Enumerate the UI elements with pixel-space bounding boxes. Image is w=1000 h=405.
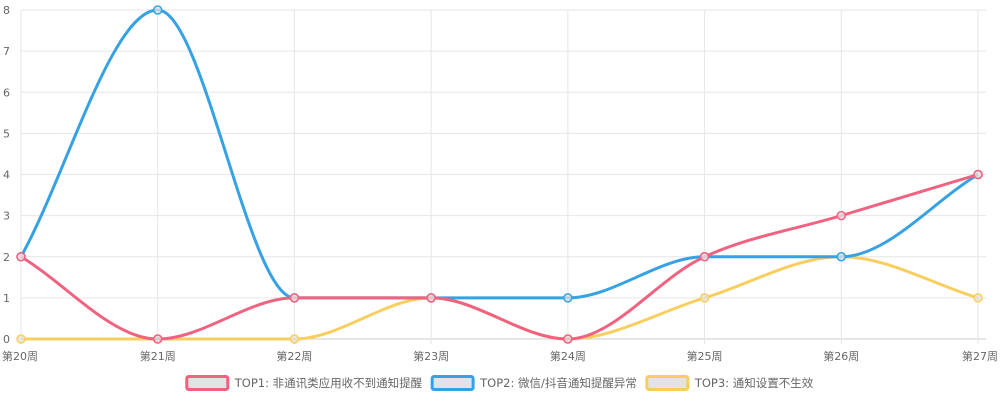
legend-label: TOP3: 通知设置不生效 <box>694 376 814 390</box>
y-tick-label: 5 <box>3 127 10 140</box>
data-point[interactable] <box>426 293 436 303</box>
legend[interactable]: TOP1: 非通讯类应用收不到通知提醒 TOP2: 微信/抖音通知提醒异常 TOP3… <box>185 375 814 391</box>
data-point[interactable] <box>699 252 710 262</box>
legend-label: TOP2: 微信/抖音通知提醒异常 <box>479 376 637 390</box>
legend-swatch <box>645 375 690 391</box>
y-axis: 0 1 2 3 4 5 6 7 8 <box>3 4 10 346</box>
data-point[interactable] <box>563 334 573 344</box>
data-point[interactable] <box>836 210 847 221</box>
x-tick-label: 第23周 <box>413 349 449 363</box>
y-tick-label: 8 <box>3 4 10 17</box>
x-tick-label: 第26周 <box>823 349 859 363</box>
y-tick-label: 6 <box>3 86 10 99</box>
legend-item-top3[interactable]: TOP3: 通知设置不生效 <box>645 375 814 391</box>
data-point[interactable] <box>699 293 710 303</box>
legend-swatch <box>430 375 475 391</box>
legend-swatch <box>185 375 230 391</box>
data-point[interactable] <box>16 252 26 262</box>
data-point[interactable] <box>973 293 983 303</box>
x-tick-label: 第22周 <box>276 349 312 363</box>
x-axis: 第20周 第21周 第22周 第23周 第24周 第25周 第26周 第27周 <box>2 349 998 363</box>
data-point[interactable] <box>836 252 847 262</box>
y-tick-label: 1 <box>3 292 10 305</box>
y-tick-label: 2 <box>3 251 10 264</box>
legend-item-top2[interactable]: TOP2: 微信/抖音通知提醒异常 <box>430 375 637 391</box>
y-tick-label: 0 <box>3 333 10 346</box>
grid <box>20 9 986 344</box>
x-tick-label: 第25周 <box>687 349 723 363</box>
y-tick-label: 7 <box>3 45 10 58</box>
data-point[interactable] <box>289 334 300 344</box>
x-tick-label: 第24周 <box>550 349 586 363</box>
series-group <box>16 5 983 344</box>
data-point[interactable] <box>152 334 163 344</box>
x-tick-label: 第21周 <box>140 349 176 363</box>
y-tick-label: 3 <box>3 210 10 223</box>
legend-label: TOP1: 非通讯类应用收不到通知提醒 <box>234 376 423 390</box>
data-point[interactable] <box>16 334 26 344</box>
legend-item-top1[interactable]: TOP1: 非通讯类应用收不到通知提醒 <box>185 375 423 391</box>
y-tick-label: 4 <box>3 169 10 182</box>
series-top2 <box>16 5 983 303</box>
series-line <box>19 8 979 300</box>
x-tick-label: 第27周 <box>962 349 998 363</box>
data-point[interactable] <box>973 169 983 180</box>
data-point[interactable] <box>152 5 163 15</box>
data-point[interactable] <box>289 293 300 303</box>
series-top1 <box>16 169 983 344</box>
data-point[interactable] <box>563 293 573 303</box>
x-tick-label: 第20周 <box>2 349 38 363</box>
